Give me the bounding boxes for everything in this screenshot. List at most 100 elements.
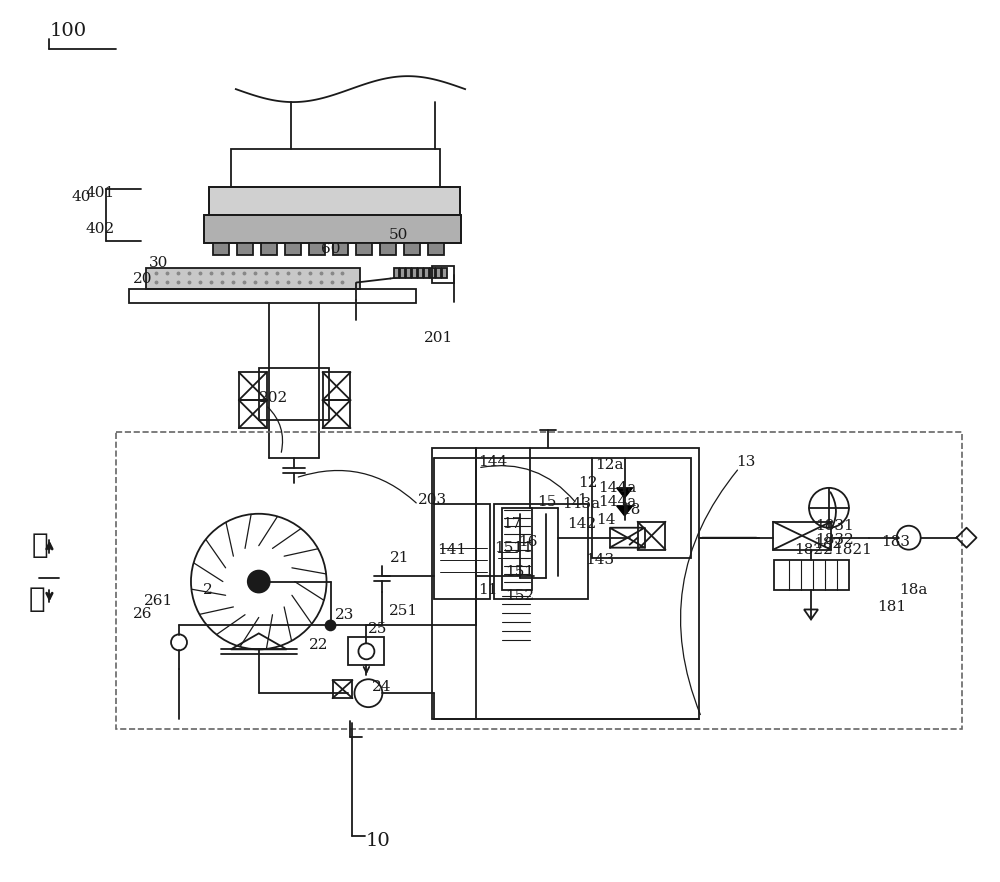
Text: 143a: 143a	[562, 497, 600, 511]
Text: 261: 261	[144, 594, 173, 609]
Text: 13: 13	[736, 455, 756, 469]
Bar	[237, 243, 253, 255]
Bar	[231, 149, 440, 187]
Bar	[209, 187, 460, 214]
Bar	[259, 368, 329, 420]
Text: 1821: 1821	[833, 542, 872, 557]
Polygon shape	[617, 505, 633, 516]
Text: 12: 12	[578, 476, 597, 490]
Text: 10: 10	[365, 832, 390, 849]
Text: 1822: 1822	[794, 542, 833, 557]
Text: 15: 15	[537, 495, 556, 509]
Bar	[406, 267, 411, 278]
Bar	[592, 458, 691, 557]
Circle shape	[326, 620, 336, 631]
Bar	[323, 400, 350, 428]
Circle shape	[248, 571, 270, 593]
Text: 251: 251	[389, 604, 418, 618]
Bar	[204, 214, 461, 243]
Bar	[116, 432, 962, 729]
Text: 50: 50	[388, 228, 408, 242]
Text: 11: 11	[478, 582, 498, 596]
Bar	[213, 243, 229, 255]
Text: 16: 16	[518, 534, 537, 549]
Bar	[774, 559, 849, 589]
Text: 203: 203	[418, 493, 447, 507]
Text: 25: 25	[368, 623, 388, 637]
Polygon shape	[617, 488, 633, 497]
Bar	[638, 522, 665, 549]
Text: 上: 上	[31, 532, 48, 559]
Bar	[285, 243, 301, 255]
Text: 143: 143	[585, 553, 614, 566]
Text: 100: 100	[49, 22, 87, 41]
Text: 1832: 1832	[815, 533, 854, 547]
Text: 201: 201	[424, 332, 453, 346]
Text: 下: 下	[28, 586, 45, 613]
Bar	[309, 243, 325, 255]
Bar	[442, 267, 447, 278]
Bar	[494, 504, 588, 600]
Bar	[239, 372, 267, 400]
Polygon shape	[231, 633, 287, 649]
Text: 182: 182	[813, 536, 842, 550]
Text: 144a: 144a	[598, 495, 636, 509]
Text: 1511: 1511	[494, 541, 533, 555]
Text: 1: 1	[577, 493, 587, 507]
Bar	[239, 400, 267, 428]
Bar	[394, 267, 399, 278]
Text: 18a: 18a	[899, 582, 927, 596]
Text: 151: 151	[505, 564, 534, 579]
Text: 21: 21	[390, 550, 410, 564]
Text: 152: 152	[505, 588, 534, 602]
Bar	[323, 372, 350, 400]
Text: 40: 40	[71, 190, 91, 204]
Bar	[418, 267, 423, 278]
Polygon shape	[804, 609, 818, 619]
Text: 60: 60	[321, 242, 340, 256]
Text: 181: 181	[877, 601, 906, 615]
Polygon shape	[610, 527, 645, 538]
Bar	[400, 267, 405, 278]
Bar	[432, 265, 454, 283]
Bar	[333, 680, 352, 699]
Bar	[502, 508, 532, 589]
Text: 401: 401	[85, 186, 115, 200]
Bar	[356, 243, 372, 255]
Bar	[432, 448, 699, 719]
Text: 18: 18	[622, 503, 641, 517]
Bar	[773, 522, 831, 549]
Text: 14: 14	[596, 512, 615, 527]
Bar	[348, 638, 384, 665]
Text: 142: 142	[567, 517, 596, 531]
Text: 12a: 12a	[595, 458, 623, 472]
Bar	[424, 267, 429, 278]
Text: 26: 26	[133, 608, 153, 622]
Text: 202: 202	[259, 391, 288, 405]
Text: 183: 183	[881, 534, 910, 549]
Text: 141: 141	[437, 542, 466, 557]
Polygon shape	[610, 538, 645, 548]
Text: 144: 144	[478, 455, 507, 469]
Text: 2: 2	[203, 582, 213, 596]
Text: 20: 20	[133, 272, 153, 286]
Bar	[261, 243, 277, 255]
Bar	[412, 267, 417, 278]
Text: 23: 23	[335, 609, 354, 623]
Text: 1831: 1831	[815, 519, 854, 533]
Bar	[209, 187, 460, 214]
Bar	[404, 243, 420, 255]
Text: 17: 17	[502, 517, 521, 531]
Bar	[204, 214, 461, 243]
Text: 144a: 144a	[598, 481, 636, 495]
Bar	[434, 504, 490, 600]
Bar	[333, 243, 348, 255]
Bar	[380, 243, 396, 255]
Text: 24: 24	[372, 680, 392, 694]
Bar	[436, 267, 441, 278]
Bar	[129, 289, 416, 303]
Bar	[146, 267, 360, 289]
Text: 22: 22	[309, 639, 328, 653]
Text: 402: 402	[85, 221, 115, 235]
Bar	[430, 267, 435, 278]
